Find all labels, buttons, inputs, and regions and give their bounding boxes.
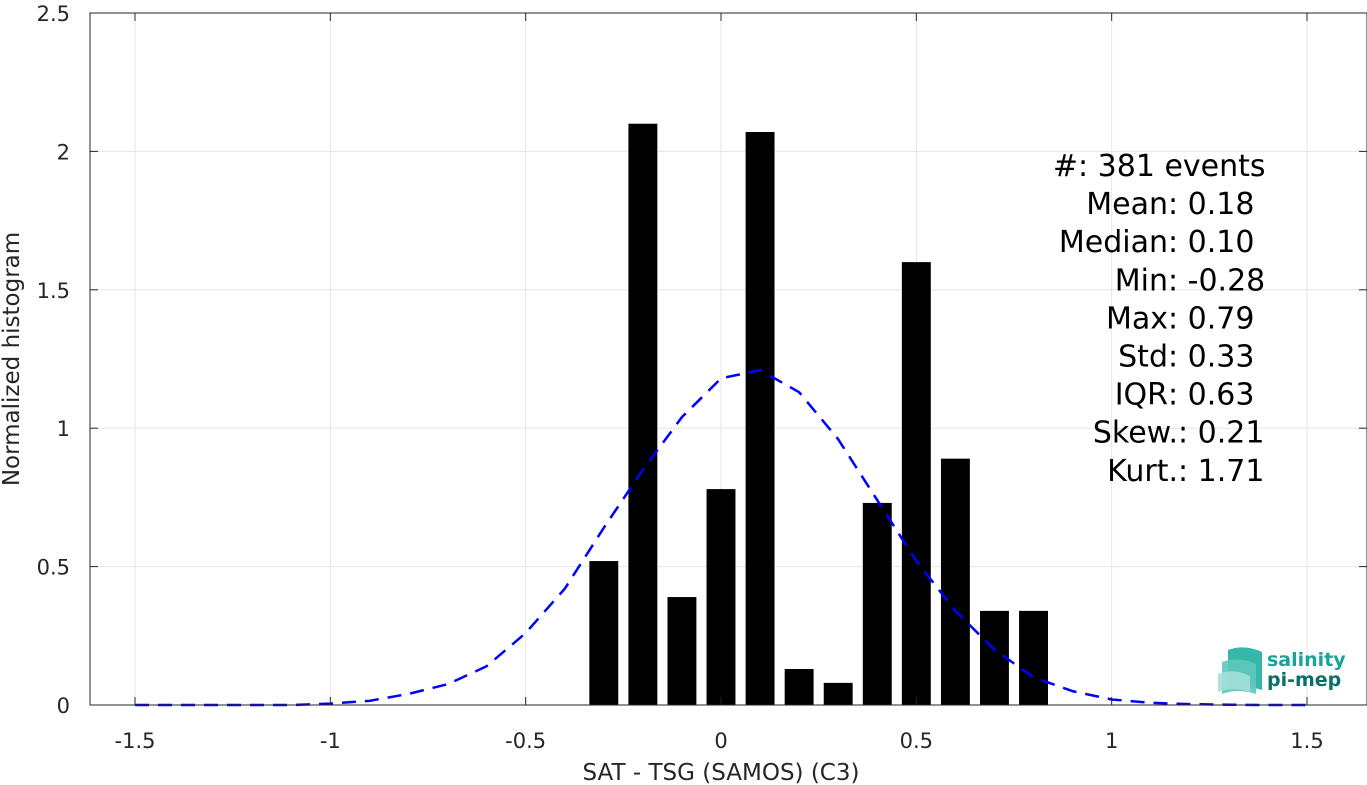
x-tick-label: -1 <box>320 729 341 753</box>
histogram-bar <box>784 669 814 705</box>
x-tick-label: 1.5 <box>1290 729 1323 753</box>
stat-label: Std <box>1118 340 1168 375</box>
x-tick-label: -0.5 <box>505 729 546 753</box>
histogram-bar <box>901 262 931 705</box>
logo-waves-icon <box>1218 647 1262 694</box>
axis-ticks <box>90 12 1367 706</box>
x-tick-label: 0.5 <box>900 729 933 753</box>
y-tick-label: 1.5 <box>37 279 70 303</box>
stat-line: : 0.33 <box>1168 340 1254 375</box>
histogram-bars <box>589 123 1048 706</box>
stat-label: Skew. <box>1093 416 1178 451</box>
x-tick-label: 1 <box>1105 729 1118 753</box>
stat-line: : -0.28 <box>1168 263 1265 298</box>
y-tick-label: 0.5 <box>37 556 70 580</box>
x-tick-label: 0 <box>714 729 727 753</box>
stat-label: IQR <box>1115 378 1168 413</box>
logo-text-pi-mep: pi-mep <box>1267 669 1341 691</box>
x-tick-label: -1.5 <box>115 729 156 753</box>
stat-label: Mean <box>1086 187 1168 222</box>
histogram-bar <box>940 458 970 705</box>
y-tick-label: 2.5 <box>37 2 70 26</box>
histogram-bar <box>862 502 892 705</box>
stat-line: : 0.10 <box>1168 225 1254 260</box>
histogram-bar <box>1019 610 1048 705</box>
stat-line: : 0.63 <box>1168 378 1254 413</box>
histogram-bar <box>706 489 736 705</box>
stat-label: Kurt. <box>1107 454 1178 489</box>
stat-line: : 1.71 <box>1178 454 1264 489</box>
axes-frame <box>89 12 1367 706</box>
y-tick-label: 1 <box>57 417 70 441</box>
stat-label: # <box>1053 149 1078 184</box>
stat-line: : 381 events <box>1078 149 1266 184</box>
histogram-bar <box>589 561 619 705</box>
histogram-bar <box>628 123 658 706</box>
salinity-pi-mep-logo: salinity pi-mep <box>1218 647 1346 694</box>
logo-text-salinity: salinity <box>1267 649 1346 671</box>
stat-line: : 0.79 <box>1168 301 1254 336</box>
histogram-bar <box>667 597 697 705</box>
y-tick-label: 2 <box>57 140 70 164</box>
stat-label: Min <box>1115 263 1168 298</box>
y-axis-title: Normalized histogram <box>0 232 25 486</box>
y-tick-label: 0 <box>57 694 70 718</box>
tick-labels: -1.5 -1 -0.5 0 0.5 1 1.5 0 0.5 1 1.5 2 2.5 <box>37 2 1324 753</box>
stat-line: : 0.21 <box>1178 416 1264 451</box>
histogram-bar <box>745 132 775 706</box>
stat-line: : 0.18 <box>1168 187 1254 222</box>
stat-label: Max <box>1106 301 1168 336</box>
x-axis-title: SAT - TSG (SAMOS) (C3) <box>583 760 860 785</box>
histogram-bar <box>823 682 853 705</box>
stat-label: Median <box>1059 225 1168 260</box>
